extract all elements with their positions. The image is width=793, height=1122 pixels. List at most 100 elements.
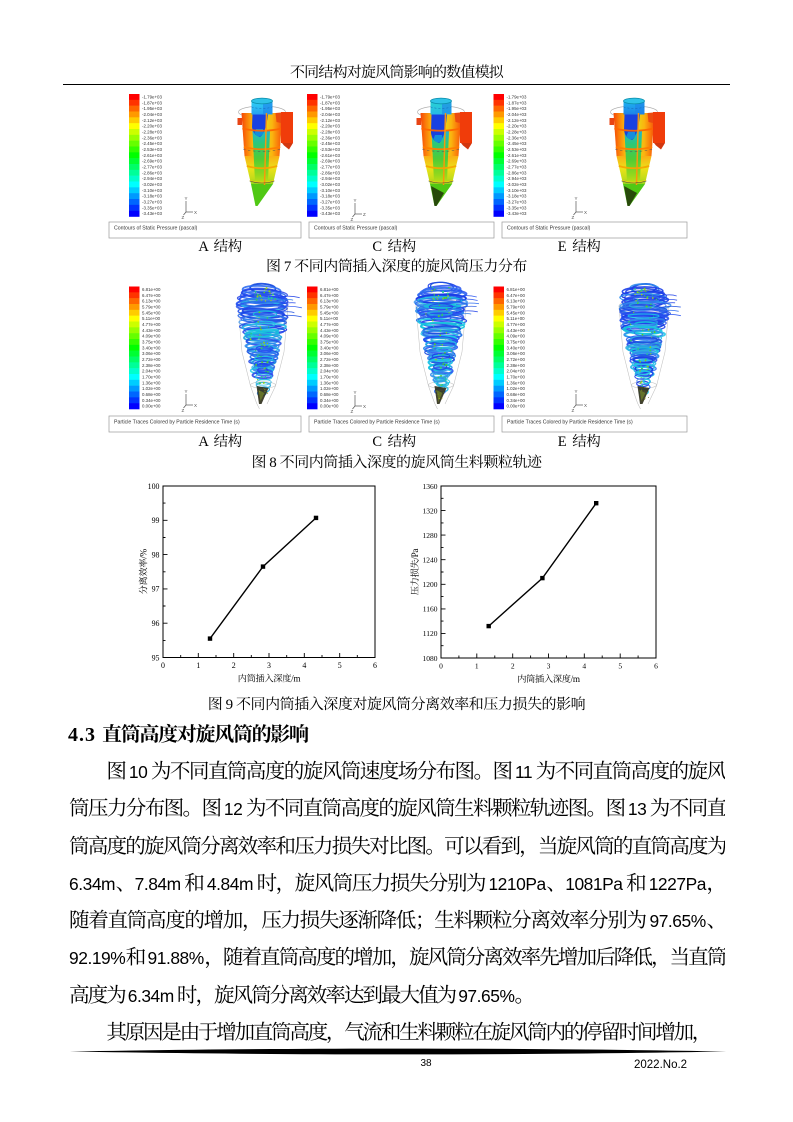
svg-text:5.79e+00: 5.79e+00 — [142, 305, 161, 310]
svg-text:5.11e+00: 5.11e+00 — [320, 316, 339, 321]
svg-text:1.36e+00: 1.36e+00 — [142, 380, 161, 385]
svg-text:-3.10e+03: -3.10e+03 — [320, 188, 340, 193]
svg-text:97: 97 — [152, 585, 160, 594]
svg-text:Y: Y — [354, 390, 357, 395]
svg-text:1.70e+00: 1.70e+00 — [320, 375, 339, 380]
svg-text:-3.18e+03: -3.18e+03 — [320, 194, 340, 199]
svg-text:3.40e+00: 3.40e+00 — [320, 345, 339, 350]
svg-text:Y: Y — [575, 389, 578, 394]
svg-text:0.00e+00: 0.00e+00 — [507, 404, 526, 409]
svg-text:2.04e+00: 2.04e+00 — [142, 369, 161, 374]
svg-text:2.72e+00: 2.72e+00 — [320, 357, 339, 362]
svg-text:2.72e+00: 2.72e+00 — [507, 357, 526, 362]
svg-text:-2.12e+03: -2.12e+03 — [320, 118, 340, 123]
svg-text:6.47e+00: 6.47e+00 — [320, 293, 339, 298]
svg-text:Y: Y — [185, 389, 188, 394]
svg-text:-3.27e+03: -3.27e+03 — [142, 200, 162, 205]
svg-text:Z: Z — [351, 217, 354, 222]
svg-text:Z: Z — [572, 408, 575, 413]
svg-text:1.02e+00: 1.02e+00 — [142, 386, 161, 391]
svg-text:1120: 1120 — [423, 629, 438, 638]
svg-text:Particle Traces Colored by Par: Particle Traces Colored by Particle Resi… — [507, 420, 633, 426]
svg-text:5: 5 — [618, 662, 622, 671]
svg-text:-2.45e+03: -2.45e+03 — [142, 141, 162, 146]
svg-text:0.34e+00: 0.34e+00 — [507, 398, 526, 403]
svg-text:-2.04e+03: -2.04e+03 — [507, 112, 527, 117]
svg-text:-3.43e+03: -3.43e+03 — [507, 211, 527, 216]
svg-text:X: X — [584, 210, 587, 215]
svg-text:3.06e+00: 3.06e+00 — [142, 351, 161, 356]
svg-text:Y: Y — [185, 196, 188, 201]
svg-text:-2.86e+03: -2.86e+03 — [507, 170, 527, 175]
svg-text:0.00e+00: 0.00e+00 — [320, 404, 339, 409]
svg-text:6.13e+00: 6.13e+00 — [142, 299, 161, 304]
svg-text:-2.28e+03: -2.28e+03 — [142, 130, 162, 135]
svg-text:1320: 1320 — [423, 506, 438, 515]
svg-text:-2.69e+03: -2.69e+03 — [320, 159, 340, 164]
svg-text:-2.61e+03: -2.61e+03 — [320, 153, 340, 158]
svg-text:Z: Z — [351, 409, 354, 414]
svg-text:2.38e+00: 2.38e+00 — [507, 363, 526, 368]
svg-text:3.75e+00: 3.75e+00 — [320, 340, 339, 345]
svg-text:-2.77e+03: -2.77e+03 — [142, 165, 162, 170]
svg-text:-2.04e+03: -2.04e+03 — [320, 112, 340, 117]
svg-text:-2.61e+03: -2.61e+03 — [507, 153, 527, 158]
svg-text:-2.61e+03: -2.61e+03 — [142, 153, 162, 158]
svg-text:3.40e+00: 3.40e+00 — [507, 345, 526, 350]
svg-text:1360: 1360 — [423, 482, 438, 491]
svg-text:4.77e+00: 4.77e+00 — [142, 322, 161, 327]
svg-text:Contours of Static Pressure (p: Contours of Static Pressure (pascal) — [314, 226, 398, 232]
svg-text:-2.77e+03: -2.77e+03 — [507, 165, 527, 170]
svg-text:0.68e+00: 0.68e+00 — [142, 392, 161, 397]
svg-text:6.13e+00: 6.13e+00 — [507, 299, 526, 304]
svg-text:-3.35e+03: -3.35e+03 — [320, 205, 340, 210]
svg-text:1: 1 — [196, 661, 200, 670]
svg-text:-2.69e+03: -2.69e+03 — [507, 159, 527, 164]
svg-text:5.79e+00: 5.79e+00 — [320, 305, 339, 310]
svg-text:3.06e+00: 3.06e+00 — [320, 351, 339, 356]
svg-text:1280: 1280 — [423, 531, 438, 540]
svg-text:-2.36e+03: -2.36e+03 — [507, 135, 527, 140]
svg-text:-3.27e+03: -3.27e+03 — [507, 200, 527, 205]
svg-text:-1.95e+03: -1.95e+03 — [142, 106, 162, 111]
svg-text:内筒插入深度/m: 内筒插入深度/m — [517, 671, 580, 685]
svg-text:96: 96 — [152, 619, 160, 628]
svg-text:Z: Z — [363, 212, 366, 217]
svg-text:-2.12e+03: -2.12e+03 — [142, 118, 162, 123]
svg-text:-3.02e+03: -3.02e+03 — [142, 182, 162, 187]
svg-text:2: 2 — [232, 661, 236, 670]
svg-text:5.45e+00: 5.45e+00 — [320, 310, 339, 315]
svg-text:2: 2 — [511, 662, 515, 671]
svg-text:3.75e+00: 3.75e+00 — [142, 340, 161, 345]
svg-text:6.47e+00: 6.47e+00 — [507, 293, 526, 298]
svg-text:1.36e+00: 1.36e+00 — [507, 380, 526, 385]
svg-text:-1.95e+03: -1.95e+03 — [507, 106, 527, 111]
svg-text:3.40e+00: 3.40e+00 — [142, 345, 161, 350]
svg-text:0: 0 — [161, 661, 165, 670]
svg-text:-3.18e+03: -3.18e+03 — [142, 194, 162, 199]
svg-text:Z: Z — [182, 408, 185, 413]
svg-text:3.06e+00: 3.06e+00 — [507, 351, 526, 356]
svg-text:-2.94e+03: -2.94e+03 — [507, 176, 527, 181]
svg-text:6: 6 — [654, 662, 658, 671]
svg-text:Particle Traces Colored by Par: Particle Traces Colored by Particle Resi… — [114, 420, 240, 426]
svg-text:-2.69e+03: -2.69e+03 — [142, 159, 162, 164]
svg-text:6.81e+00: 6.81e+00 — [142, 287, 161, 292]
svg-text:-1.95e+03: -1.95e+03 — [320, 106, 340, 111]
svg-text:Y: Y — [575, 196, 578, 201]
svg-text:-3.27e+03: -3.27e+03 — [320, 200, 340, 205]
svg-text:-3.02e+03: -3.02e+03 — [320, 182, 340, 187]
svg-text:4.43e+00: 4.43e+00 — [507, 328, 526, 333]
svg-text:-2.45e+03: -2.45e+03 — [507, 141, 527, 146]
svg-text:0.00e+00: 0.00e+00 — [142, 404, 161, 409]
svg-text:1.02e+00: 1.02e+00 — [507, 386, 526, 391]
svg-text:98: 98 — [152, 550, 160, 559]
svg-text:4.77e+00: 4.77e+00 — [320, 322, 339, 327]
svg-text:6.13e+00: 6.13e+00 — [320, 299, 339, 304]
svg-text:6.47e+00: 6.47e+00 — [142, 293, 161, 298]
svg-text:5.79e+00: 5.79e+00 — [507, 305, 526, 310]
svg-text:2.72e+00: 2.72e+00 — [142, 357, 161, 362]
svg-text:2.04e+00: 2.04e+00 — [507, 369, 526, 374]
svg-text:1200: 1200 — [423, 580, 438, 589]
svg-text:3: 3 — [547, 662, 551, 671]
